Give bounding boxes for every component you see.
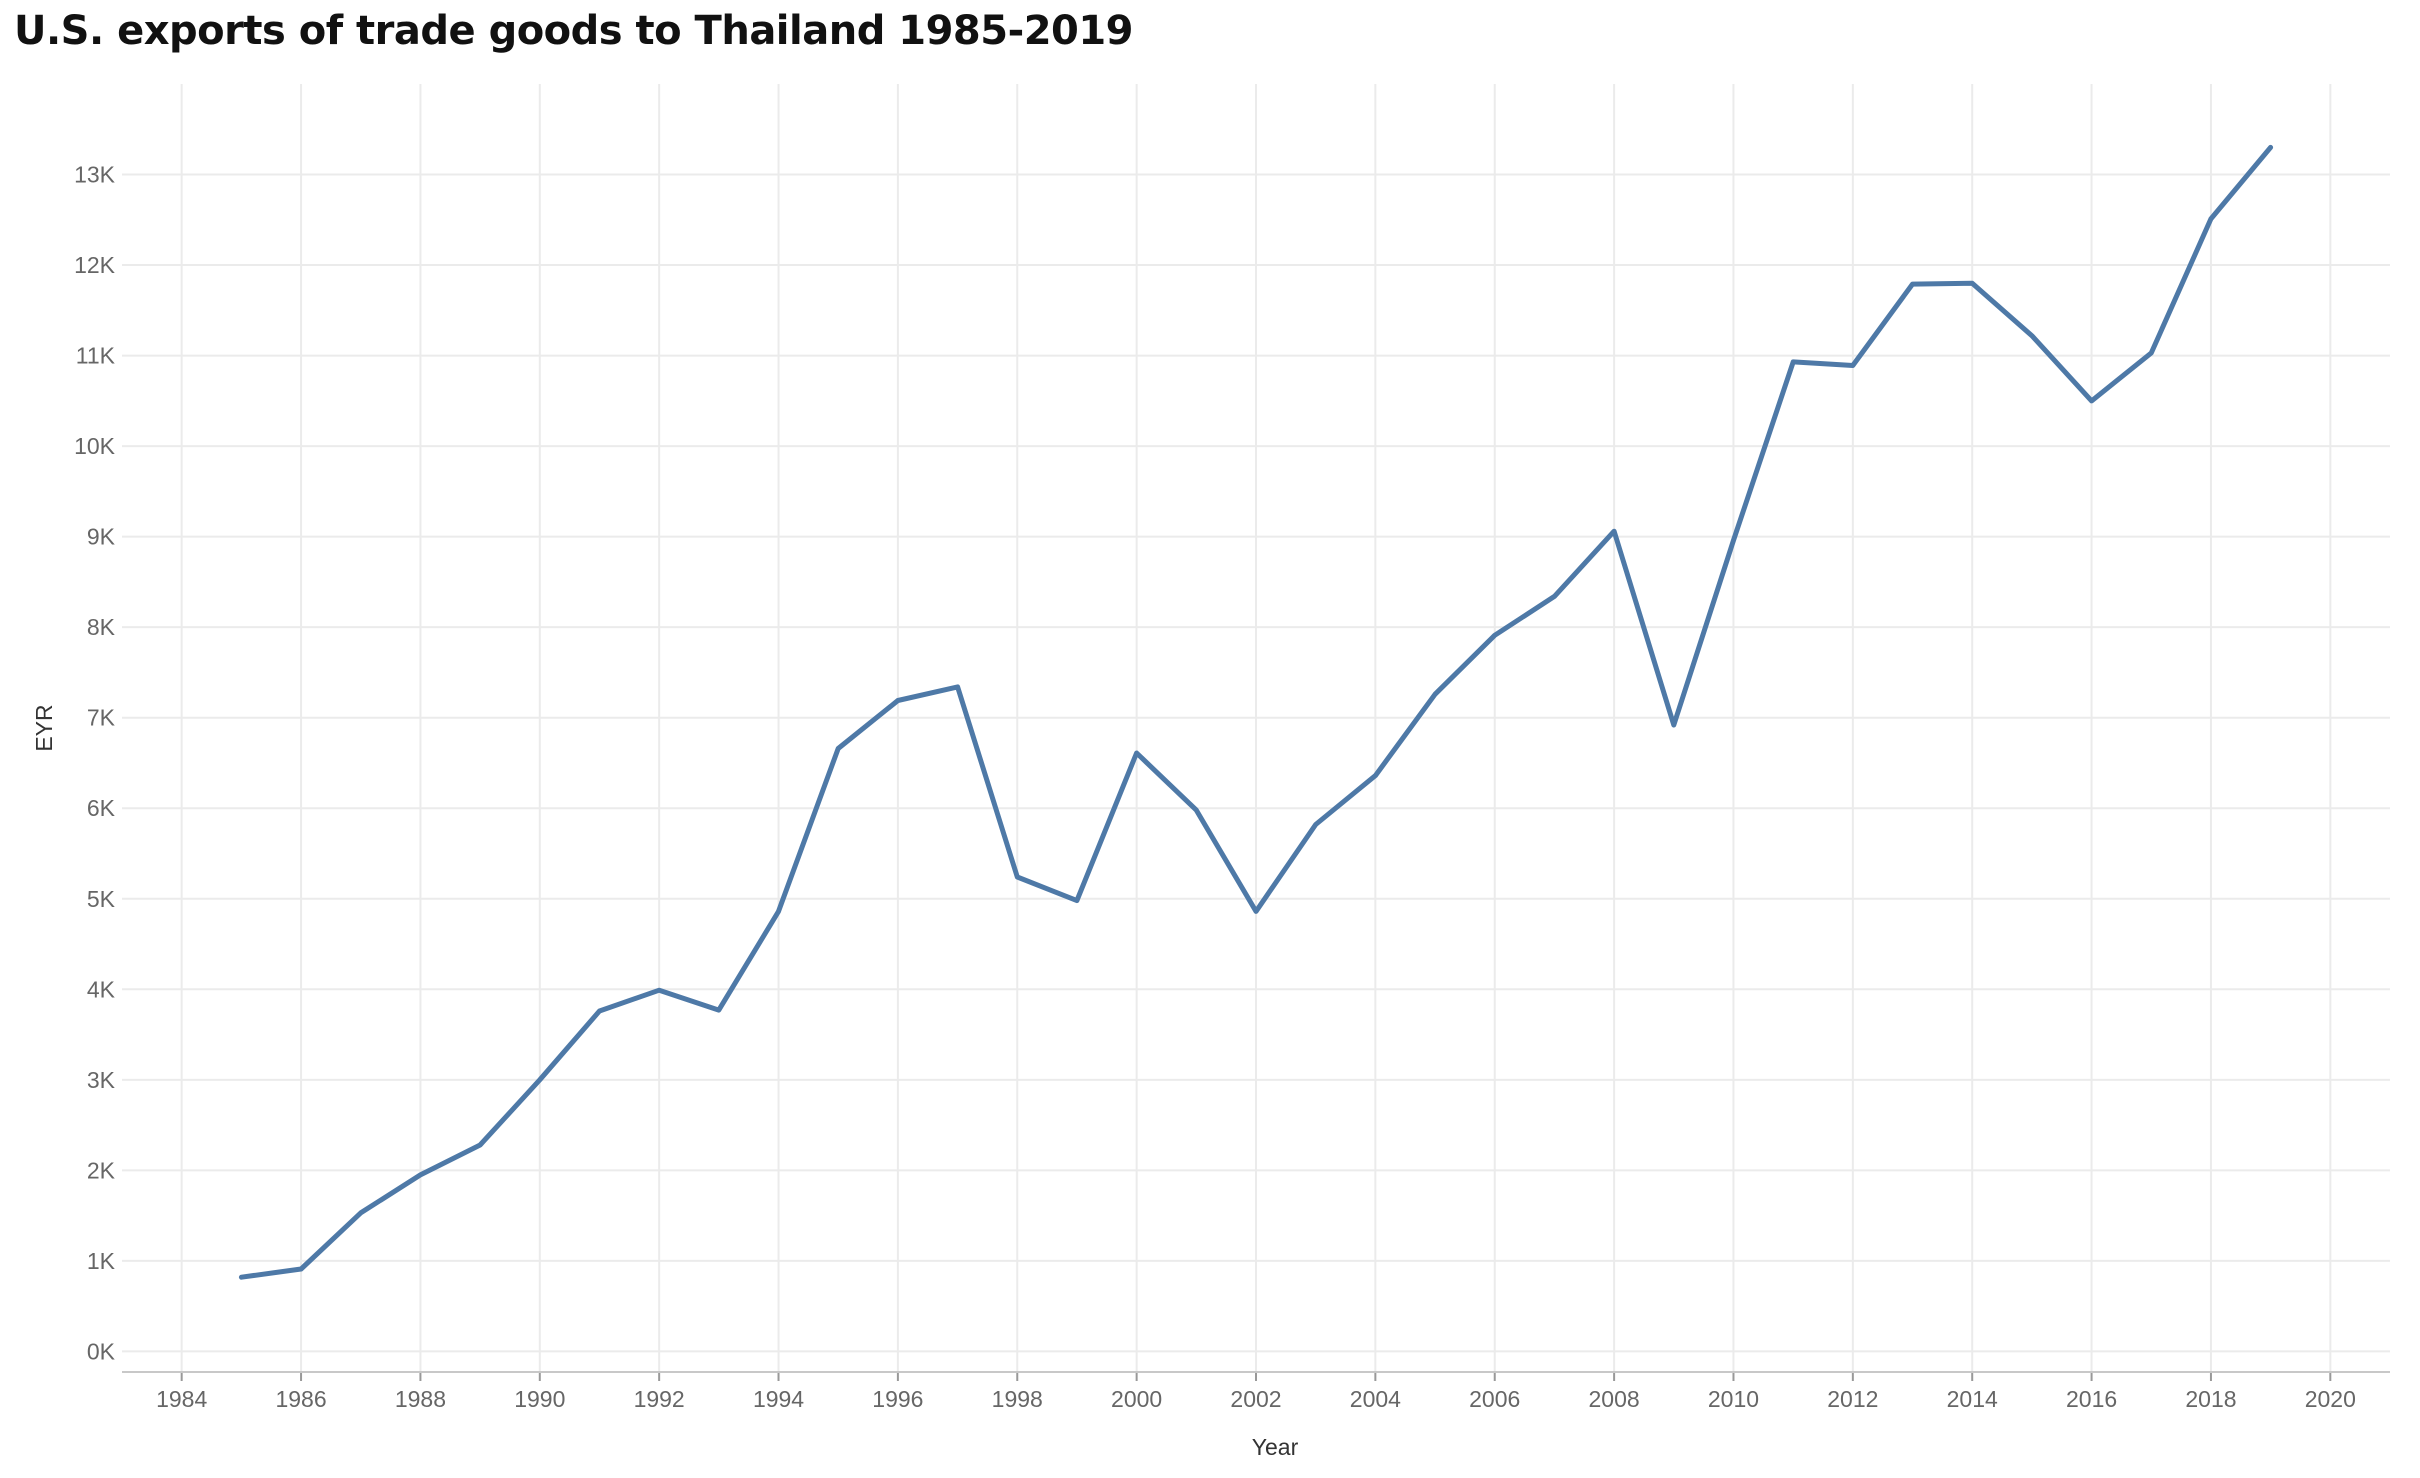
x-tick-label: 1996 xyxy=(872,1386,923,1412)
x-tick-label: 2020 xyxy=(2305,1386,2356,1412)
series-layer xyxy=(238,144,2274,1280)
x-tick-label: 2008 xyxy=(1589,1386,1640,1412)
x-tick-label: 2016 xyxy=(2066,1386,2117,1412)
y-axis-title: EYR xyxy=(31,704,57,751)
x-tick-label: 2006 xyxy=(1469,1386,1520,1412)
y-tick-label: 3K xyxy=(87,1067,116,1093)
x-tick-label: 1986 xyxy=(275,1386,326,1412)
x-tick-label: 2010 xyxy=(1708,1386,1759,1412)
y-tick-label: 13K xyxy=(74,162,116,188)
x-tick-label: 1994 xyxy=(753,1386,804,1412)
chart-title: U.S. exports of trade goods to Thailand … xyxy=(14,8,1134,54)
y-tick-label: 9K xyxy=(87,524,116,550)
x-tick-label: 2012 xyxy=(1827,1386,1878,1412)
y-tick-label: 4K xyxy=(87,976,116,1002)
x-tick-label: 1990 xyxy=(514,1386,565,1412)
x-tick-label: 1988 xyxy=(395,1386,446,1412)
x-axis-title: Year xyxy=(1252,1434,1299,1460)
y-tick-label: 7K xyxy=(87,705,116,731)
x-tick-label: 2004 xyxy=(1350,1386,1401,1412)
x-tick-label: 1998 xyxy=(992,1386,1043,1412)
y-tick-label: 12K xyxy=(74,252,116,278)
y-tick-label: 5K xyxy=(87,886,116,912)
y-tick-label: 11K xyxy=(76,343,116,369)
x-tick-label: 2018 xyxy=(2185,1386,2236,1412)
series-line xyxy=(238,144,2274,1280)
x-tick-label: 1992 xyxy=(634,1386,685,1412)
x-tick-label: 2002 xyxy=(1230,1386,1281,1412)
x-tick-label: 1984 xyxy=(156,1386,207,1412)
y-tick-label: 2K xyxy=(87,1157,116,1183)
y-tick-label: 0K xyxy=(87,1338,116,1364)
y-tick-label: 6K xyxy=(87,795,116,821)
y-tick-label: 8K xyxy=(87,614,116,640)
axis-layer: 0K 1K 2K 3K 4K 5K 6K 7K 8K 9K 10K 11K 12K 13K 1984 1986… xyxy=(74,162,2390,1412)
x-tick-label: 2000 xyxy=(1111,1386,1162,1412)
y-tick-label: 10K xyxy=(74,433,116,459)
x-tick-label: 2014 xyxy=(1947,1386,1998,1412)
y-tick-label: 1K xyxy=(87,1248,116,1274)
grid-layer xyxy=(122,84,2390,1372)
